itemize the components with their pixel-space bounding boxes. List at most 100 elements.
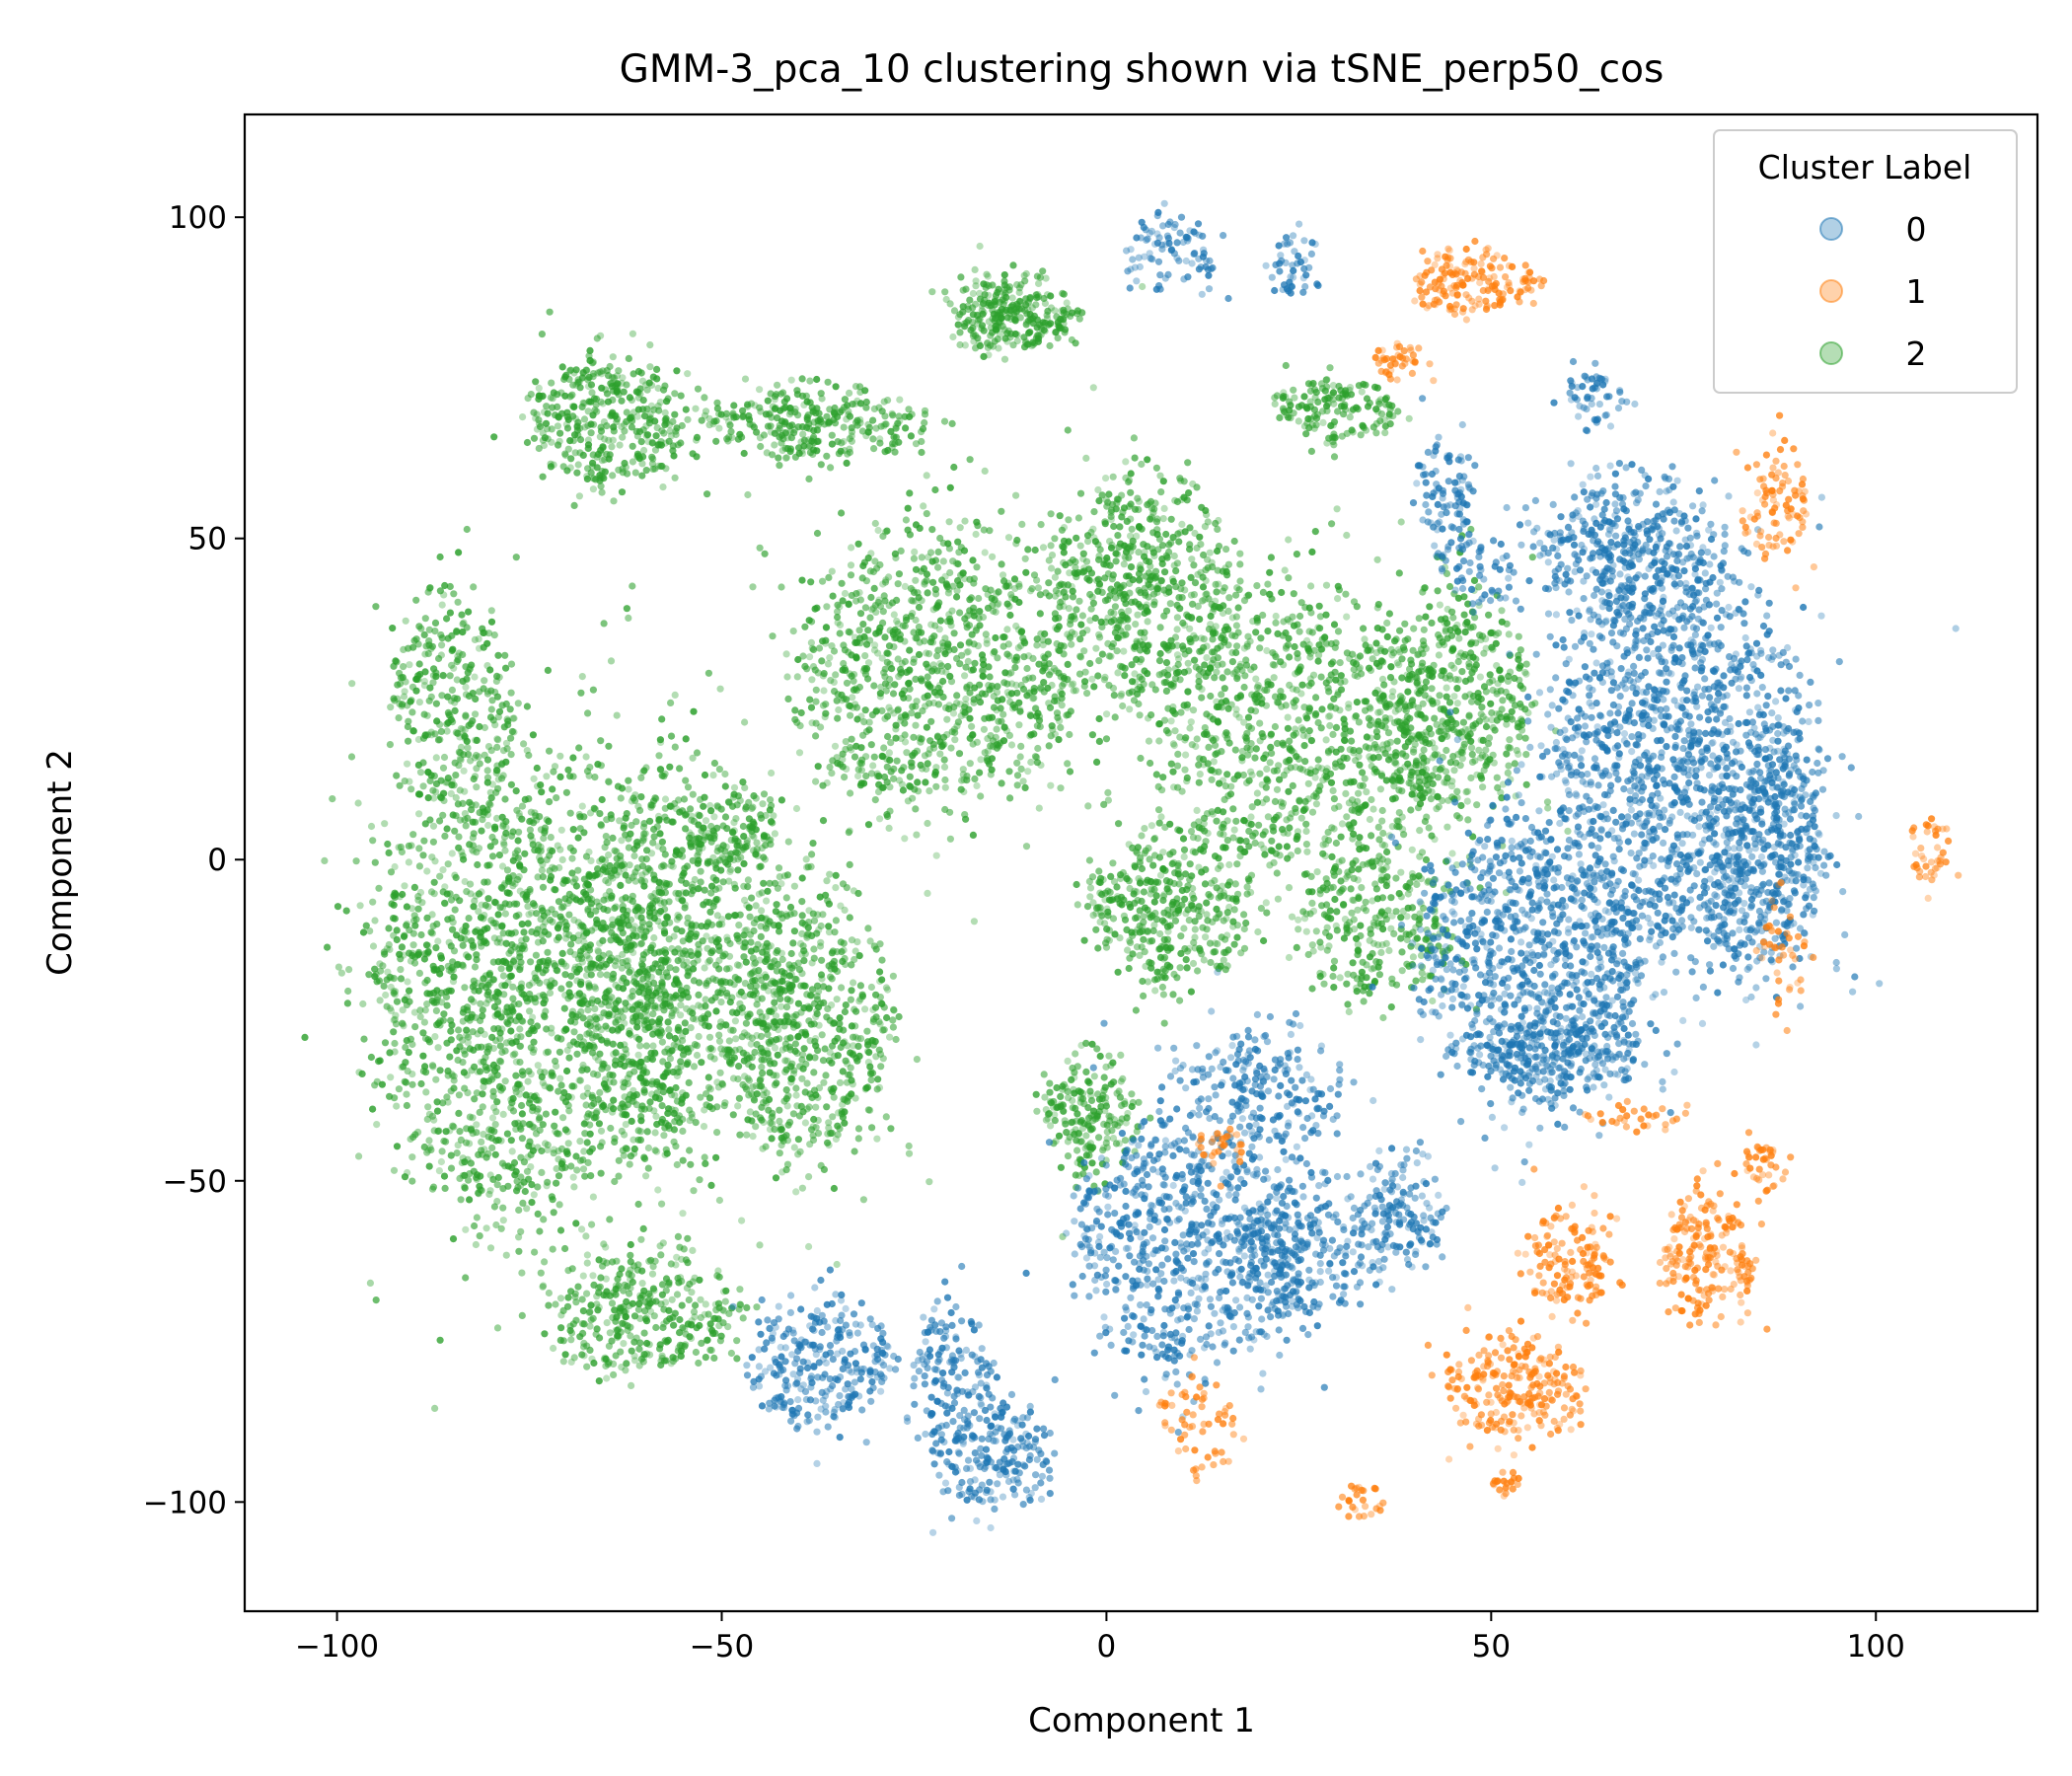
point-cluster-2: [597, 762, 606, 770]
point-cluster-2: [825, 573, 833, 582]
point-cluster-2: [584, 907, 592, 915]
point-cluster-2: [698, 1059, 705, 1067]
point-cluster-2: [840, 423, 848, 431]
point-cluster-2: [653, 823, 661, 831]
point-cluster-2: [586, 809, 595, 817]
point-cluster-2: [494, 776, 502, 783]
point-cluster-2: [570, 1028, 578, 1036]
point-cluster-2: [830, 1184, 839, 1193]
point-cluster-2: [527, 1044, 535, 1052]
point-cluster-2: [574, 418, 582, 426]
point-cluster-2: [634, 1127, 642, 1135]
point-cluster-2: [980, 526, 988, 534]
point-cluster-2: [838, 984, 846, 992]
point-cluster-2: [587, 429, 595, 437]
point-cluster-2: [792, 1091, 800, 1099]
point-cluster-2: [763, 897, 771, 905]
point-cluster-2: [747, 1040, 755, 1048]
point-cluster-2: [490, 631, 498, 639]
point-cluster-2: [352, 857, 360, 865]
point-cluster-2: [439, 866, 447, 874]
point-cluster-2: [807, 1020, 815, 1028]
point-cluster-2: [784, 1121, 792, 1129]
point-cluster-2: [529, 1123, 537, 1131]
point-cluster-2: [901, 835, 909, 843]
point-cluster-2: [484, 1042, 493, 1051]
point-cluster-2: [561, 392, 569, 400]
point-cluster-2: [663, 398, 671, 406]
point-cluster-2: [661, 770, 669, 777]
point-cluster-2: [661, 382, 669, 390]
point-cluster-2: [725, 964, 733, 973]
point-cluster-2: [714, 1083, 723, 1091]
point-cluster-2: [813, 426, 822, 434]
point-cluster-2: [487, 1073, 495, 1080]
point-cluster-2: [405, 842, 412, 851]
point-cluster-2: [523, 747, 531, 755]
point-cluster-2: [518, 1311, 526, 1319]
point-cluster-2: [661, 415, 669, 424]
point-cluster-2: [563, 1046, 571, 1055]
point-cluster-2: [415, 699, 423, 706]
point-cluster-2: [444, 1098, 452, 1106]
point-cluster-2: [557, 985, 565, 993]
point-cluster-2: [404, 702, 411, 709]
point-cluster-2: [390, 1166, 399, 1174]
point-cluster-2: [432, 673, 440, 681]
point-cluster-2: [375, 1058, 383, 1066]
point-cluster-2: [549, 395, 556, 403]
point-cluster-2: [660, 987, 668, 996]
point-cluster-2: [841, 1007, 850, 1016]
point-cluster-2: [417, 1079, 425, 1088]
point-cluster-2: [925, 1178, 933, 1186]
point-cluster-2: [695, 811, 703, 819]
point-cluster-2: [794, 1136, 803, 1144]
point-cluster-2: [461, 984, 469, 992]
point-cluster-2: [748, 894, 756, 902]
point-cluster-2: [468, 996, 476, 1003]
point-cluster-2: [777, 583, 785, 591]
point-cluster-2: [537, 1068, 545, 1075]
point-cluster-2: [666, 1086, 675, 1094]
point-cluster-2: [746, 1010, 754, 1018]
point-cluster-2: [766, 1057, 774, 1065]
point-cluster-2: [424, 1103, 432, 1111]
point-cluster-2: [639, 951, 648, 959]
point-cluster-2: [805, 1173, 813, 1181]
point-cluster-2: [706, 1053, 714, 1061]
point-cluster-2: [1019, 685, 1028, 694]
point-cluster-2: [607, 380, 615, 388]
point-cluster-2: [998, 507, 1005, 515]
point-cluster-2: [532, 378, 540, 386]
point-cluster-2: [684, 964, 692, 972]
point-cluster-2: [874, 1075, 882, 1083]
point-cluster-2: [493, 1198, 501, 1206]
point-cluster-2: [1141, 825, 1148, 833]
point-cluster-2: [842, 1057, 850, 1065]
point-cluster-2: [771, 441, 778, 449]
point-cluster-2: [476, 1182, 483, 1190]
point-cluster-2: [609, 353, 617, 361]
point-cluster-2: [623, 1145, 631, 1152]
point-cluster-2: [457, 724, 465, 733]
point-cluster-2: [598, 384, 606, 392]
point-cluster-2: [661, 957, 670, 965]
point-cluster-2: [465, 751, 473, 759]
point-cluster-2: [653, 365, 661, 373]
point-cluster-2: [716, 685, 724, 693]
point-cluster-2: [815, 1021, 823, 1029]
point-cluster-2: [396, 680, 405, 688]
point-cluster-2: [470, 1046, 478, 1054]
point-cluster-2: [460, 1047, 468, 1055]
point-cluster-2: [629, 330, 637, 337]
point-cluster-2: [455, 1109, 463, 1117]
point-cluster-2: [625, 922, 632, 929]
point-cluster-2: [494, 1173, 502, 1182]
point-cluster-2: [831, 742, 840, 750]
point-cluster-2: [643, 992, 651, 999]
point-cluster-2: [744, 883, 752, 891]
point-cluster-2: [644, 1023, 653, 1031]
point-cluster-2: [428, 1185, 437, 1193]
point-cluster-2: [879, 608, 887, 616]
point-cluster-2: [743, 1085, 751, 1093]
